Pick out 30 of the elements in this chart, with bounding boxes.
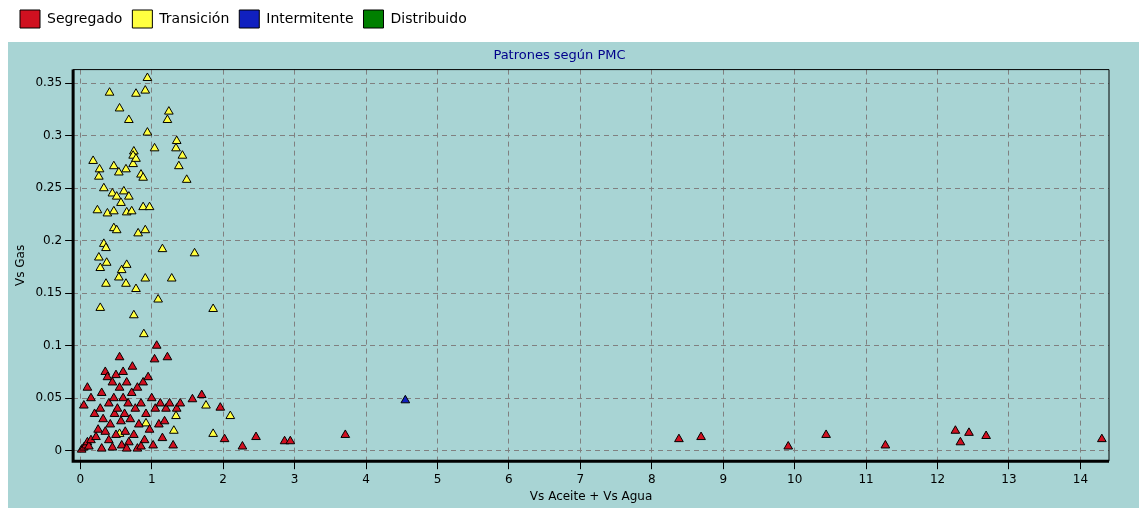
x-tick-label: 12 [929,471,946,486]
x-tick-label: 6 [505,471,513,486]
chart-title: Patrones según PMC [493,47,626,63]
y-tick-label: 0.05 [35,390,63,405]
x-axis-title: Vs Aceite + Vs Agua [529,488,653,503]
x-tick-label: 8 [647,471,656,486]
x-tick-label: 9 [719,471,728,486]
y-tick-label: 0 [54,442,63,457]
x-tick-label: 2 [219,471,227,486]
x-tick-label: 3 [290,471,299,486]
x-tick-label: 10 [787,471,803,486]
legend-label: Segregado [47,9,123,26]
x-tick-label: 0 [76,471,85,486]
x-tick-label: 14 [1072,471,1089,486]
y-tick-label: 0.3 [43,127,63,142]
x-tick-label: 7 [576,471,585,486]
y-tick-label: 0.25 [35,180,63,195]
y-axis-title: Vs Gas [13,244,28,286]
y-tick-label: 0.35 [35,75,63,90]
x-tick-label: 5 [433,471,442,486]
legend-label: Transición [158,9,230,26]
y-tick-label: 0.15 [35,285,63,300]
x-tick-label: 4 [362,471,370,486]
legend-label: Distribuido [390,9,467,26]
x-tick-label: 1 [147,471,156,486]
x-tick-label: 11 [858,471,874,486]
legend-label: Intermitente [266,9,354,26]
y-tick-label: 0.1 [43,337,63,352]
y-tick-label: 0.2 [43,232,63,247]
x-tick-label: 13 [1001,471,1017,486]
